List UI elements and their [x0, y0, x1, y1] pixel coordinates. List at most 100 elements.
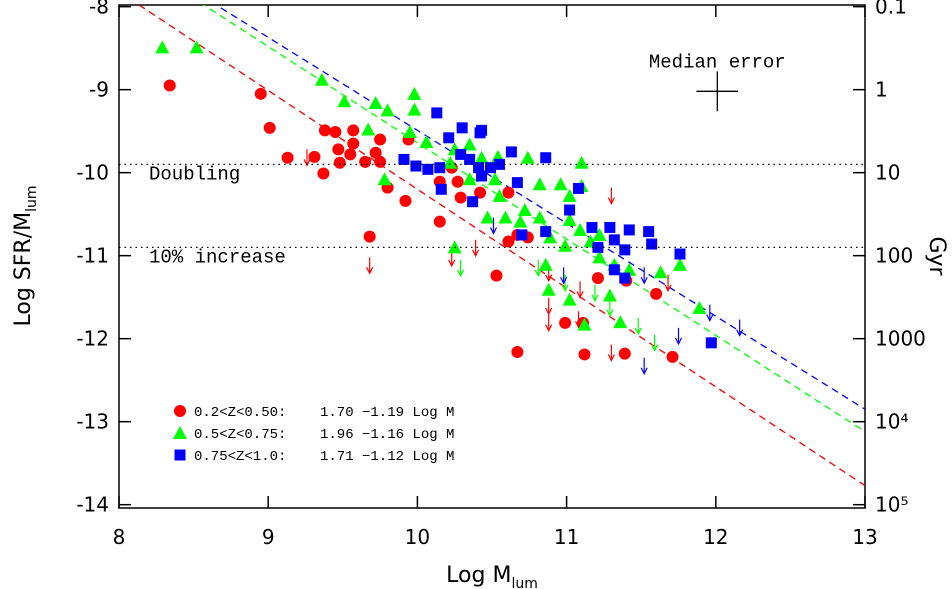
y-tick-label: -10 — [76, 161, 109, 185]
point — [434, 162, 446, 174]
point — [613, 315, 628, 329]
legend-marker — [173, 426, 187, 439]
upper-limit — [534, 259, 542, 278]
x-axis-label: Log Mlum — [446, 563, 538, 589]
point — [564, 204, 576, 216]
upper-limit — [576, 281, 584, 299]
legend-marker — [174, 449, 186, 461]
point — [562, 292, 577, 306]
y-tick-label: -14 — [76, 493, 109, 517]
fit-lines — [137, 5, 865, 487]
x-tick-label: 9 — [262, 525, 275, 549]
arrow-head — [634, 327, 642, 336]
point — [454, 191, 467, 204]
upper-limit — [640, 267, 648, 285]
point — [155, 40, 170, 54]
point — [374, 155, 387, 168]
arrow-head — [607, 197, 615, 205]
point — [643, 226, 655, 238]
point — [402, 124, 417, 138]
point — [407, 102, 422, 116]
point — [540, 152, 552, 164]
point — [344, 148, 357, 161]
point — [646, 238, 658, 250]
y-tick-label: -9 — [89, 78, 109, 102]
point — [368, 95, 383, 109]
point — [374, 133, 387, 146]
point — [443, 132, 455, 144]
plot-frame — [118, 4, 866, 509]
legend-marker — [174, 405, 186, 417]
point — [592, 250, 607, 264]
y-axis-label: Log SFR/Mlum — [11, 186, 40, 327]
point — [505, 146, 517, 158]
point — [455, 148, 467, 160]
arrow-head — [736, 329, 744, 337]
point — [562, 212, 577, 226]
point — [318, 124, 331, 137]
point — [464, 153, 476, 165]
point — [559, 316, 572, 329]
y-tick-label: -12 — [76, 327, 109, 351]
point — [498, 210, 513, 224]
arrow-head — [591, 294, 599, 303]
point — [604, 221, 616, 233]
point — [574, 155, 589, 169]
point — [538, 257, 553, 271]
point — [541, 282, 556, 296]
arrow-head — [545, 274, 553, 283]
upper-limit — [607, 344, 615, 362]
y-label-sub: lum — [24, 186, 40, 212]
upper-limit — [457, 259, 465, 278]
point — [254, 87, 267, 100]
point — [431, 107, 443, 119]
arrow-head — [674, 337, 683, 346]
upper-limit — [651, 334, 659, 352]
point — [337, 94, 352, 108]
x-tick-label: 8 — [113, 525, 126, 549]
point — [333, 156, 346, 169]
arrow-head — [664, 284, 672, 293]
arrow-head — [303, 159, 311, 167]
arrow-head — [366, 267, 374, 275]
legend-fit: 1.71 −1.12 Log M — [320, 449, 454, 465]
point — [474, 150, 489, 164]
point — [573, 222, 588, 236]
point — [516, 229, 528, 241]
point — [502, 186, 515, 199]
y-label-main: Log SFR/M — [11, 212, 36, 327]
point — [263, 121, 276, 134]
point — [553, 177, 568, 191]
point — [622, 262, 637, 276]
point — [650, 287, 663, 300]
point — [513, 214, 528, 228]
reference-label: Doubling — [149, 163, 240, 185]
y2-tick-label: 1 — [875, 78, 888, 102]
point — [363, 230, 376, 243]
y2-tick-label: 0.1 — [875, 0, 907, 19]
legend-name: 0.2<Z<0.50: — [194, 405, 286, 421]
point — [573, 182, 585, 194]
upper-limit — [560, 267, 568, 285]
point — [476, 124, 488, 136]
point — [451, 175, 464, 188]
point — [347, 137, 360, 150]
y2-tick-label: 10 — [875, 161, 900, 185]
arrow-head — [560, 277, 568, 285]
upper-limit — [640, 357, 648, 376]
point — [332, 143, 345, 156]
point — [462, 137, 477, 151]
point — [419, 134, 434, 148]
y-tick-label: -8 — [89, 0, 109, 19]
point — [608, 264, 620, 276]
point — [586, 221, 598, 233]
y2-axis-label: Gyr — [924, 236, 949, 276]
upper-limit — [706, 304, 714, 322]
point — [666, 350, 679, 363]
point — [485, 162, 497, 174]
point — [705, 337, 717, 349]
legend-fit: 1.70 −1.19 Log M — [320, 405, 454, 421]
y2-tick-label: 10⁵ — [875, 493, 908, 517]
x-tick-label: 13 — [852, 525, 877, 549]
legend-name: 0.5<Z<0.75: — [194, 427, 286, 443]
